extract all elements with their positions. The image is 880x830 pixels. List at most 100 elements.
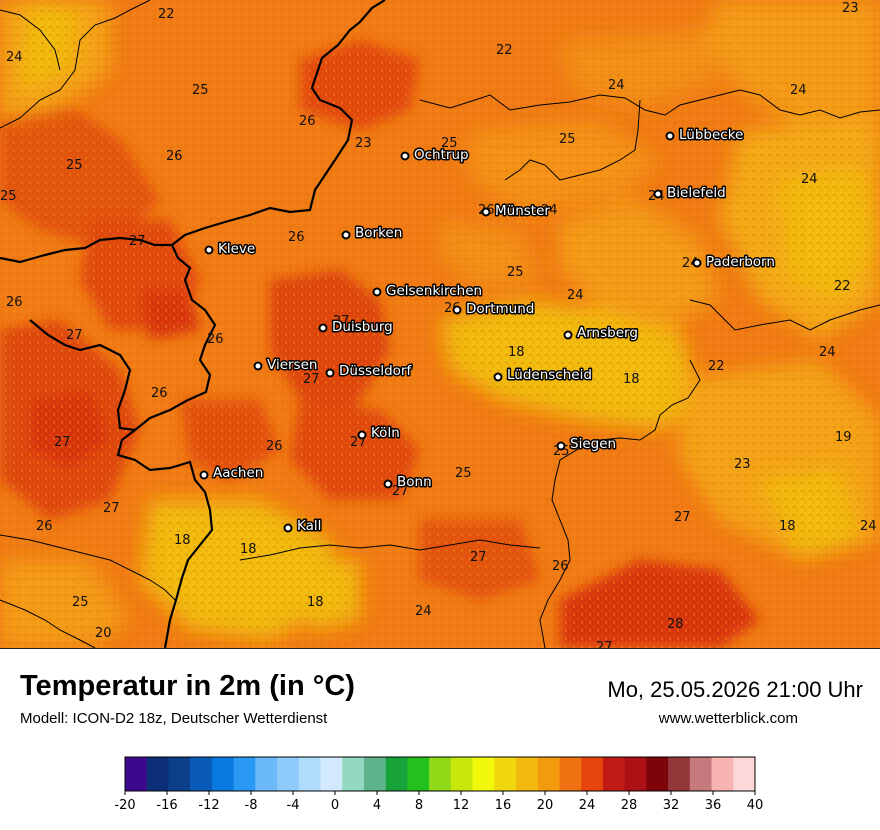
temp-label: 27 [103,501,120,516]
colorbar-tick-label: 28 [621,798,638,813]
city-dot [283,523,293,533]
borders [0,0,880,648]
city-paderborn[interactable]: Paderborn [692,253,776,272]
city-label: Borken [355,225,402,241]
city-dortmund[interactable]: Dortmund [452,300,536,319]
temp-label: 27 [129,234,146,249]
city-label: Lüdenscheid [507,367,592,383]
city-viersen[interactable]: Viersen [253,356,319,375]
temp-label: 27 [303,372,320,387]
temp-label: 25 [441,136,458,151]
map-canvas: 22 23 24 22 24 25 26 23 25 25 24 26 25 2… [0,0,880,648]
city-duisburg[interactable]: Duisburg [318,318,394,337]
city-dot [665,131,675,141]
temp-label: 24 [801,172,818,187]
temp-label: 22 [834,279,851,294]
colorbar-tick-label: -4 [287,798,300,813]
colorbar-tick-label: 16 [495,798,512,813]
city-luedenscheid[interactable]: Lüdenscheid [493,366,593,385]
model-info: Modell: ICON-D2 18z, Deutscher Wetterdie… [20,710,328,727]
temp-label: 26 [6,295,23,310]
temp-label: 24 [567,288,584,303]
colorbar-swatch [624,757,647,791]
colorbar-ticks: -20 -16 -12 -8 -4 0 4 8 12 16 20 24 28 32 36 40 [114,791,763,813]
temperature-labels: 22 23 24 22 24 25 26 23 25 25 24 26 25 2… [0,1,877,648]
temp-label: 24 [6,50,23,65]
temp-label: 22 [496,43,513,58]
colorbar-swatch [211,757,235,791]
colorbar-tick-label: 8 [415,798,423,813]
colorbar-swatch [125,757,148,791]
colorbar-tick-label: 24 [579,798,596,813]
website-link[interactable]: www.wetterblick.com [658,710,798,727]
city-dot [253,361,263,371]
temp-label: 26 [36,519,53,534]
colorbar-swatch [494,757,517,791]
city-dot [318,323,328,333]
state-border-sw [0,599,96,648]
state-border-nw [0,9,61,71]
city-markers: Lübbecke Ochtrup Bielefeld Münster Borke… [199,126,776,536]
temp-label: 26 [207,332,224,347]
colorbar-tick-label: 20 [537,798,554,813]
colorbar-swatch [342,757,365,791]
temp-label: 25 [66,158,83,173]
city-dot [493,372,503,382]
city-siegen[interactable]: Siegen [556,435,618,454]
temp-label: 18 [508,345,525,360]
temperature-map[interactable]: 22 23 24 22 24 25 26 23 25 25 24 26 25 2… [0,0,880,649]
city-dot [204,245,214,255]
temp-label: 24 [415,604,432,619]
city-kall[interactable]: Kall [283,517,323,536]
city-muenster[interactable]: Münster [481,202,552,221]
city-luebbecke[interactable]: Lübbecke [665,126,745,145]
temp-label: 24 [860,519,877,534]
city-aachen[interactable]: Aachen [199,464,265,483]
colorbar-swatch [559,757,582,791]
city-label: Ochtrup [414,147,469,163]
colorbar-frame [124,756,756,792]
colorbar: -20 -16 -12 -8 -4 0 4 8 12 16 20 24 28 32 36 40 [114,756,763,813]
city-label: Dortmund [466,301,534,317]
colorbar-swatch [168,757,191,791]
temp-label: 25 [559,132,576,147]
city-duesseldorf[interactable]: Düsseldorf [325,362,414,381]
temp-label: 25 [507,265,524,280]
temp-label: 27 [674,510,691,525]
city-koeln[interactable]: Köln [357,424,401,443]
city-dot [563,330,573,340]
temp-label: 26 [166,149,183,164]
city-borken[interactable]: Borken [341,224,404,243]
state-border-north [0,0,151,129]
colorbar-tick-label: 32 [663,798,680,813]
city-gelsenkirchen[interactable]: Gelsenkirchen [372,282,484,301]
national-border-3 [29,319,136,432]
state-border-south [0,534,176,601]
temp-label: 24 [608,78,625,93]
city-bonn[interactable]: Bonn [383,473,433,492]
city-ochtrup[interactable]: Ochtrup [400,146,470,165]
city-arnsberg[interactable]: Arnsberg [563,324,639,343]
city-label: Lübbecke [679,127,743,143]
colorbar-swatch [689,757,713,791]
city-label: Kall [297,518,321,534]
temp-label: 25 [455,466,472,481]
city-label: Viersen [267,357,317,373]
city-dot [653,189,663,199]
temp-label: 27 [392,484,409,499]
colorbar-tick-label: -8 [245,798,258,813]
city-label: Köln [371,425,400,441]
colorbar-swatch [516,757,539,791]
city-label: Münster [495,203,550,219]
colorbar-swatch [320,757,343,791]
colorbar-tick-label: 4 [373,798,381,813]
city-label: Paderborn [706,254,775,270]
city-label: Aachen [213,465,263,481]
temp-label: 26 [299,114,316,129]
city-bielefeld[interactable]: Bielefeld [653,184,727,203]
colorbar-tick-label: 12 [453,798,470,813]
temp-label: 23 [842,1,859,16]
temp-label: 25 [0,189,17,204]
city-kleve[interactable]: Kleve [204,240,257,259]
colorbar-swatch [407,757,430,791]
